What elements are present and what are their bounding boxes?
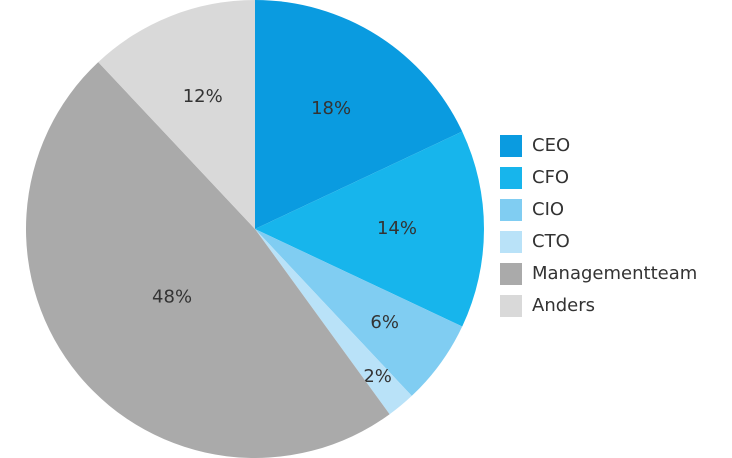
pie-slice xyxy=(255,131,484,327)
pie-slice xyxy=(255,229,463,396)
legend-label: Managementteam xyxy=(532,263,697,284)
legend-label: CFO xyxy=(532,167,569,188)
data-label: 14% xyxy=(377,218,417,239)
data-label: 12% xyxy=(183,86,223,107)
data-label: 2% xyxy=(363,366,392,387)
pie-slice xyxy=(255,0,463,229)
data-label: 6% xyxy=(370,312,399,333)
data-label: 48% xyxy=(152,287,192,308)
legend-swatch xyxy=(500,199,522,221)
pie-slice xyxy=(26,62,390,458)
legend-swatch xyxy=(500,135,522,157)
legend-swatch xyxy=(500,295,522,317)
legend-label: CEO xyxy=(532,135,570,156)
data-label: 18% xyxy=(311,98,351,119)
legend-swatch xyxy=(500,167,522,189)
pie-slice xyxy=(98,0,256,229)
pie-slice xyxy=(255,229,412,415)
legend-swatch xyxy=(500,231,522,253)
legend-label: CTO xyxy=(532,231,570,252)
legend-label: Anders xyxy=(532,295,595,316)
legend-label: CIO xyxy=(532,199,564,220)
legend-swatch xyxy=(500,263,522,285)
